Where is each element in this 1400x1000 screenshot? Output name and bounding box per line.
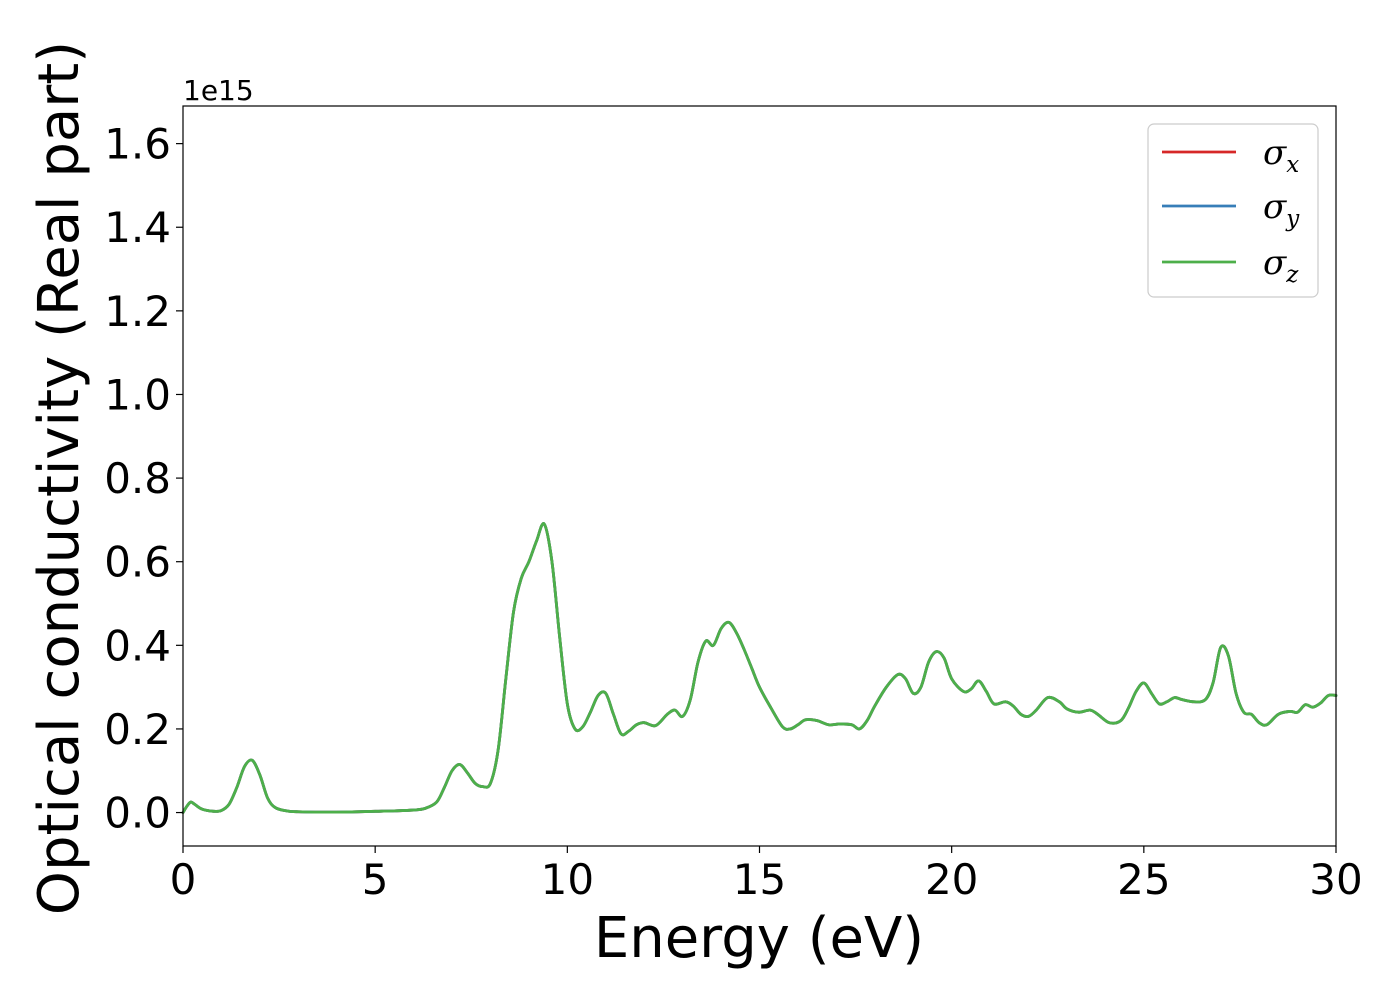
y-tick-label: 1.2 (104, 287, 171, 336)
x-axis-label: Energy (eV) (594, 906, 924, 971)
x-axis-ticks: 0 5 10 15 20 25 30 (170, 846, 1363, 904)
y-tick-label: 1.6 (104, 120, 171, 169)
legend-subscript: x (1286, 152, 1299, 178)
x-tick-label: 15 (733, 855, 786, 904)
y-tick-label: 0.6 (104, 538, 171, 587)
y-tick-label: 0.2 (104, 705, 171, 754)
x-tick-label: 25 (1117, 855, 1170, 904)
y-axis-label: Optical conductivity (Real part) (27, 41, 92, 915)
x-tick-label: 10 (541, 855, 594, 904)
series-layer (181, 522, 1338, 814)
y-tick-label: 1.0 (104, 370, 171, 419)
y-offset-text: 1e15 (183, 74, 254, 107)
x-tick-label: 5 (362, 855, 389, 904)
y-tick-label: 0.4 (104, 621, 171, 670)
x-tick-label: 20 (925, 855, 978, 904)
series-line-3 (181, 522, 1338, 814)
y-tick-label: 1.4 (104, 203, 171, 252)
y-axis-ticks: 0.0 0.2 0.4 0.6 0.8 1.0 1.2 1.4 1.6 (104, 120, 183, 838)
legend-subscript: y (1285, 206, 1300, 232)
x-tick-label: 0 (170, 855, 197, 904)
x-tick-label: 30 (1309, 855, 1362, 904)
y-tick-label: 0.8 (104, 454, 171, 503)
legend-box (1147, 123, 1319, 298)
legend-label-x: σx (1263, 133, 1299, 178)
y-tick-label: 0.0 (104, 789, 171, 838)
legend-subscript: z (1285, 262, 1299, 288)
